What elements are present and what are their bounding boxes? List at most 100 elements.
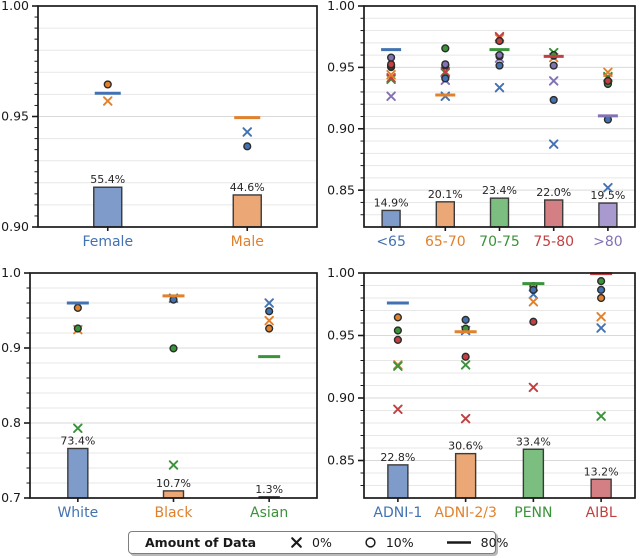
circle-marker (265, 324, 274, 333)
x-marker (103, 96, 113, 106)
category-label: ADNI-1 (373, 505, 422, 521)
y-tick-label: 1.00 (327, 265, 355, 280)
x-marker (528, 382, 539, 393)
x-marker (494, 82, 505, 93)
bar (590, 478, 612, 499)
x-marker (386, 91, 396, 101)
legend: Amount of Data 0% 10% 80% (128, 531, 508, 554)
legend-item-label: 10% (385, 535, 414, 550)
bar-label: 23.4% (482, 184, 517, 197)
x-marker (440, 66, 451, 77)
bar-label: 73.4% (60, 435, 95, 448)
category-label: <65 (376, 234, 406, 250)
circle-marker (387, 60, 396, 69)
category-label: Female (82, 234, 133, 250)
age-chart: 14.9% 20.1% 23.4% 22.0% 19.5% 1.00 0.95 0.90 0.8… (327, 0, 636, 250)
circle-marker (529, 317, 538, 326)
circle-marker (597, 285, 606, 294)
x-marker (393, 404, 403, 414)
circle-marker (73, 303, 82, 312)
line-marker-icon (446, 541, 471, 544)
circle-marker (393, 326, 402, 335)
x-marker (548, 76, 559, 86)
y-tick-label: 1.00 (327, 0, 355, 13)
bar-label: 1.3% (255, 483, 283, 496)
y-tick-label: 0.95 (327, 60, 355, 75)
bar-label: 14.9% (374, 196, 409, 209)
x-marker (386, 70, 396, 80)
x-marker (603, 67, 613, 78)
bar (598, 202, 618, 228)
y-tick-label: 0.90 (327, 121, 355, 136)
bar-label: 20.1% (428, 188, 463, 201)
category-label: 75-80 (533, 234, 574, 250)
y-tick-label: 0.90 (327, 390, 355, 405)
y-tick-label: 1.00 (1, 0, 29, 13)
y-tick-label: 0.95 (1, 109, 29, 124)
bar-label: 22.8% (380, 451, 415, 464)
x-marker (460, 360, 471, 370)
x-marker (264, 315, 274, 326)
circle-marker (441, 44, 450, 53)
x-marker (386, 73, 396, 83)
bar (93, 186, 123, 228)
bar-label: 22.0% (536, 186, 571, 199)
x-marker (460, 413, 471, 424)
circle-marker (73, 324, 82, 333)
x-marker (596, 323, 606, 333)
bar-label: 30.6% (448, 440, 483, 453)
x-marker (548, 139, 559, 149)
circle-marker (441, 74, 450, 83)
legend-item-label: 0% (312, 535, 332, 550)
y-tick-label: 0.95 (327, 328, 355, 343)
x-marker (264, 298, 274, 308)
circle-marker (461, 315, 470, 324)
circle-marker (265, 307, 274, 316)
circle-marker (549, 95, 558, 105)
circle-marker (529, 285, 538, 294)
bar (387, 464, 409, 499)
bar (435, 201, 455, 228)
circle-marker (103, 80, 112, 89)
bar (67, 447, 89, 499)
circle-marker (169, 344, 178, 353)
x-marker (393, 361, 403, 371)
circle-marker-icon (365, 537, 376, 548)
y-tick-label: 0.7 (1, 490, 21, 505)
circle-marker (597, 293, 606, 303)
y-tick-label: 1.0 (1, 265, 21, 280)
bar (381, 209, 401, 228)
category-label: ADNI-2/3 (434, 505, 497, 521)
x-marker (242, 127, 252, 137)
legend-item-label: 80% (480, 535, 509, 550)
category-label: 70-75 (479, 234, 520, 250)
bar-label: 55.4% (90, 173, 125, 186)
y-tick-label: 0.8 (1, 415, 21, 430)
circle-marker (387, 53, 396, 62)
y-tick-label: 0.9 (1, 340, 21, 355)
circle-marker (603, 76, 613, 85)
category-label: AIBL (586, 505, 617, 521)
circle-marker (495, 36, 504, 46)
x-marker (596, 312, 606, 322)
category-label: 65-70 (425, 234, 466, 250)
circle-marker (243, 142, 252, 151)
x-marker (596, 411, 606, 421)
bar (232, 194, 262, 228)
bar-label: 10.7% (156, 477, 191, 490)
bar-label: 13.2% (584, 465, 619, 478)
bar (162, 490, 185, 499)
category-label: >80 (593, 234, 623, 250)
circle-marker (461, 352, 470, 361)
y-tick-label: 0.90 (1, 219, 29, 234)
circle-marker (549, 61, 558, 70)
circle-marker (393, 313, 402, 322)
category-label: Male (231, 234, 264, 250)
x-marker (73, 423, 83, 433)
bar (489, 197, 510, 228)
legend-item-0pct: 0% (290, 535, 332, 550)
circle-marker (441, 60, 450, 69)
category-label: Asian (250, 505, 288, 521)
x-marker (528, 297, 539, 307)
y-tick-label: 0.85 (327, 182, 355, 197)
